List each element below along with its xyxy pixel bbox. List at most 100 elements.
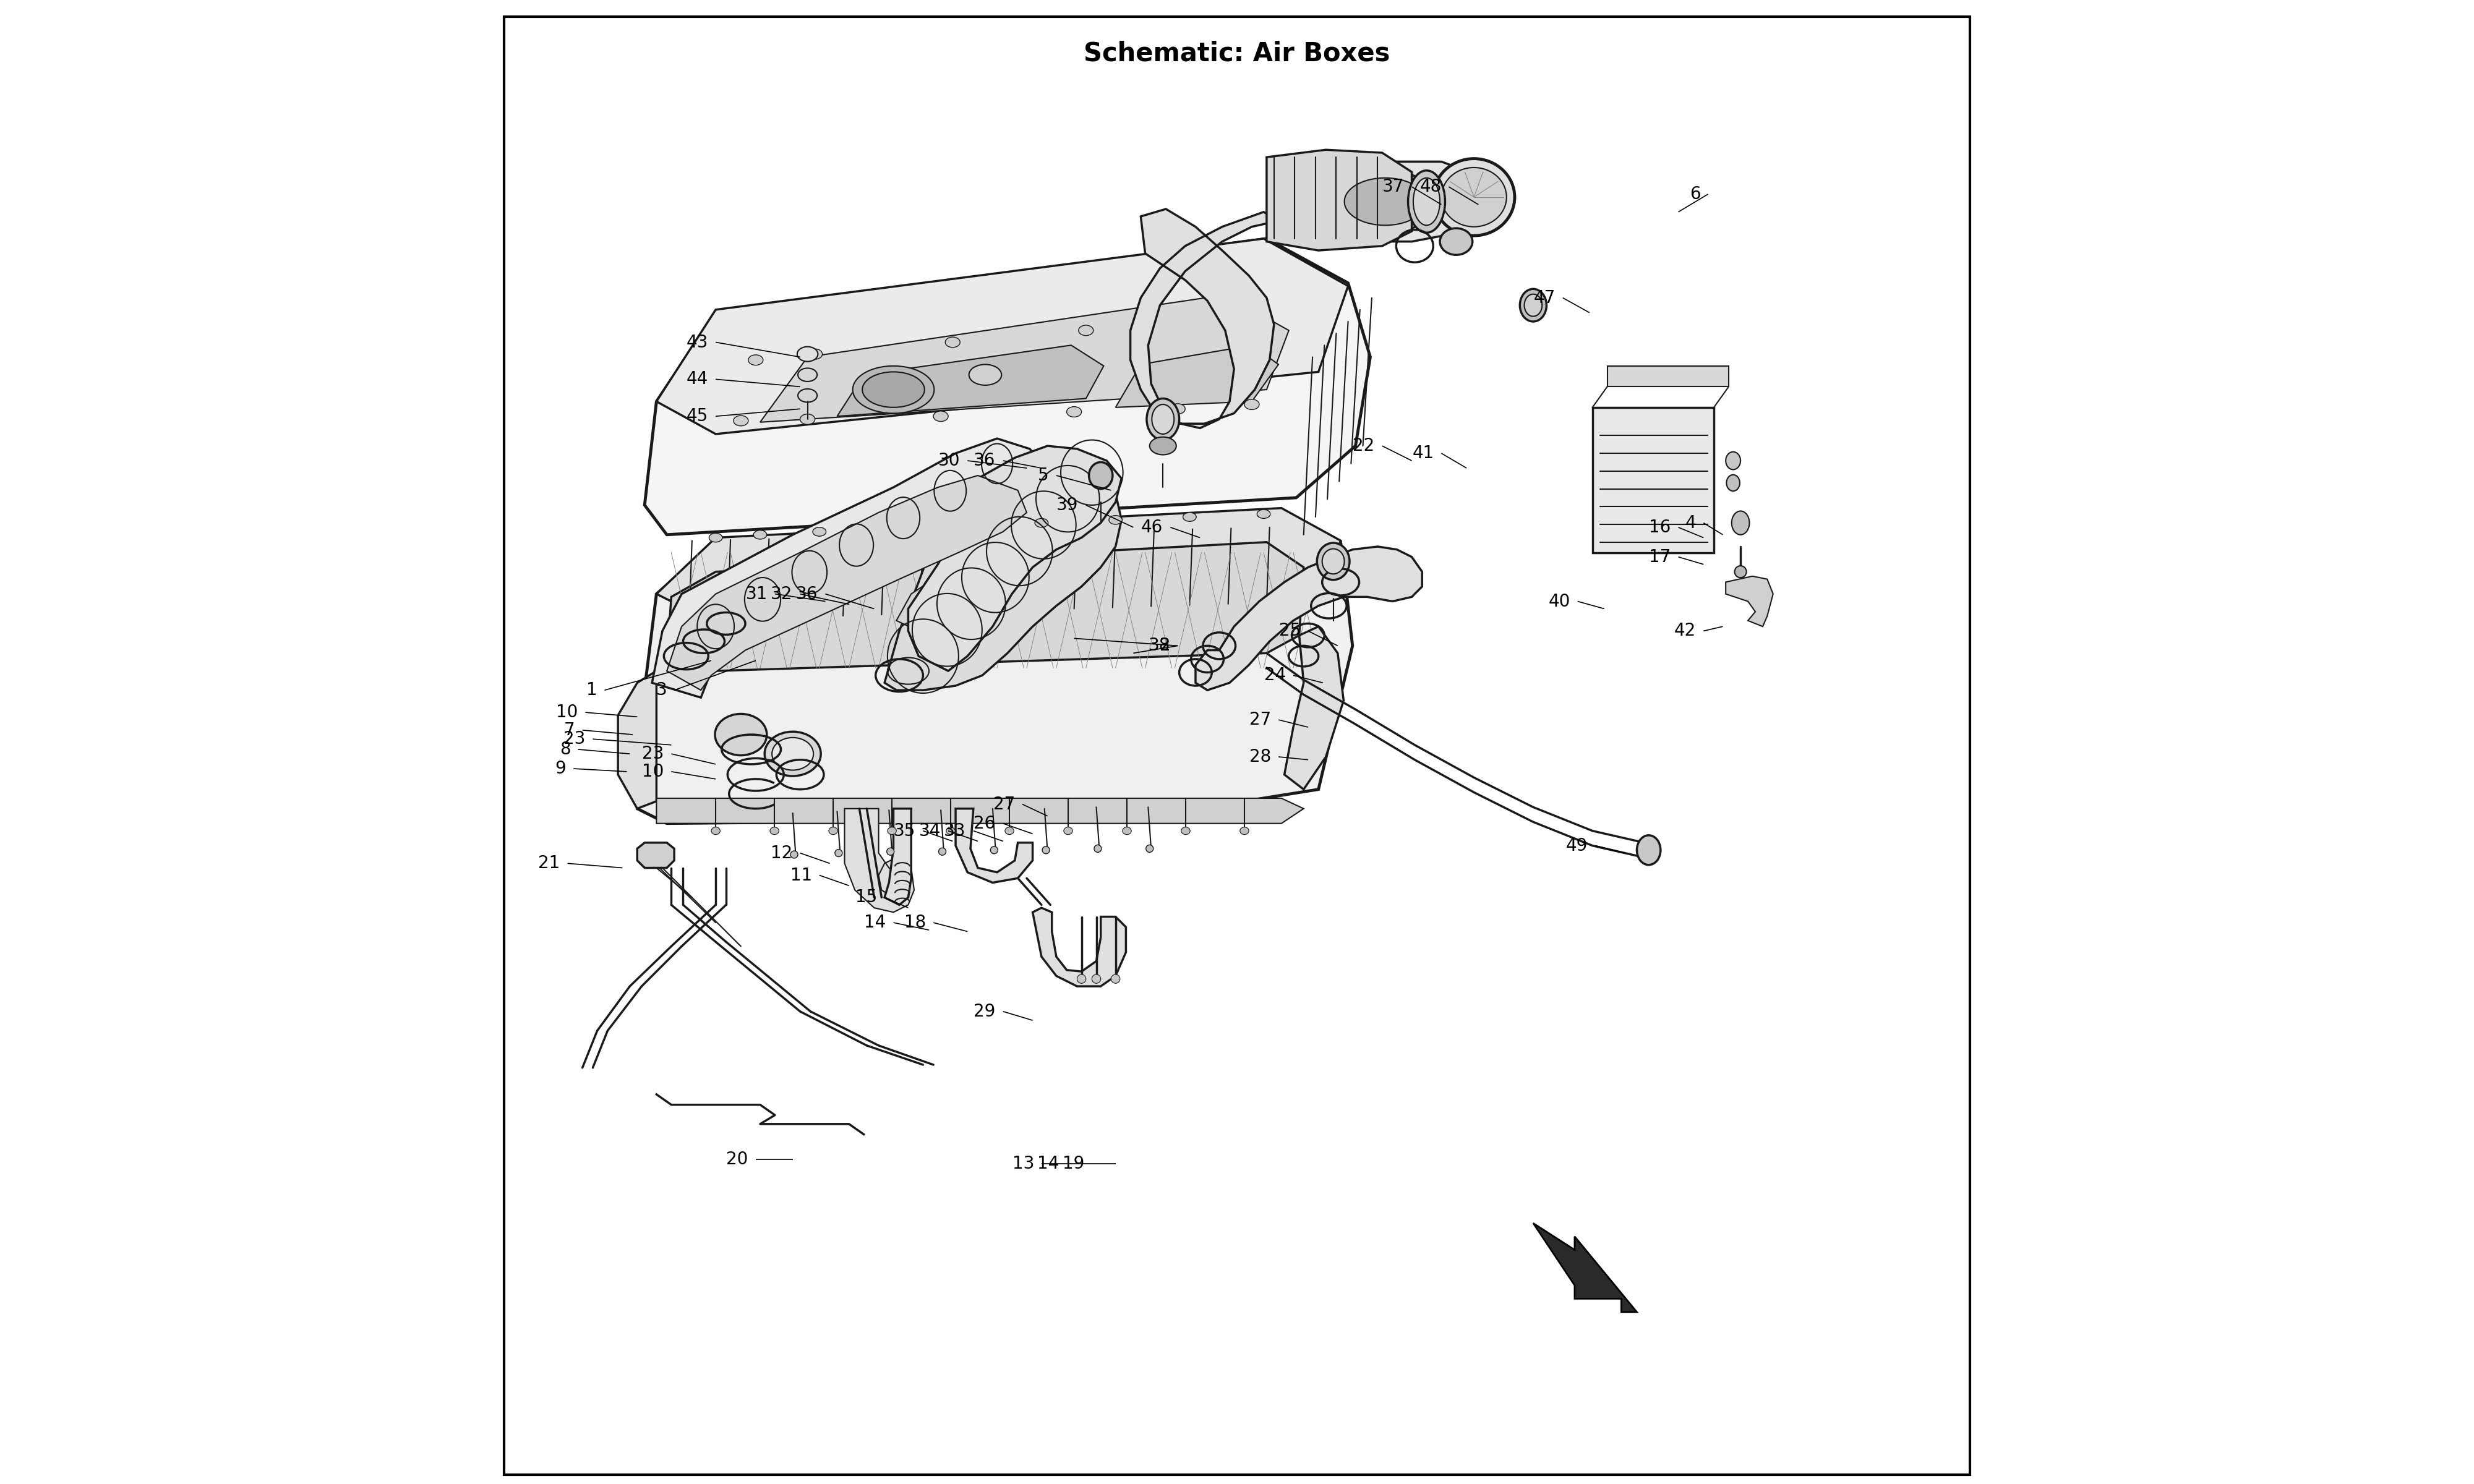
Ellipse shape [1089, 462, 1113, 488]
Text: 46: 46 [1141, 519, 1163, 536]
Text: 43: 43 [685, 334, 708, 350]
Ellipse shape [1004, 827, 1014, 834]
Ellipse shape [1244, 399, 1259, 410]
Ellipse shape [1734, 565, 1747, 577]
Text: 17: 17 [1650, 548, 1670, 565]
Ellipse shape [1732, 510, 1749, 534]
Polygon shape [1131, 209, 1279, 427]
Text: 7: 7 [564, 721, 574, 739]
Text: 42: 42 [1675, 622, 1697, 640]
Ellipse shape [1519, 289, 1546, 322]
Ellipse shape [799, 368, 816, 381]
Text: 30: 30 [938, 453, 960, 469]
Polygon shape [1284, 626, 1343, 789]
Ellipse shape [1034, 518, 1049, 527]
Ellipse shape [1145, 399, 1180, 439]
Polygon shape [1032, 908, 1126, 987]
Ellipse shape [1316, 543, 1348, 580]
Text: 8: 8 [559, 741, 571, 758]
Ellipse shape [1183, 512, 1197, 521]
Ellipse shape [1145, 844, 1153, 852]
Ellipse shape [1091, 975, 1101, 984]
Text: 14: 14 [863, 914, 886, 932]
Ellipse shape [1524, 294, 1541, 316]
Polygon shape [955, 809, 1032, 883]
Text: 1: 1 [586, 681, 596, 699]
Text: 9: 9 [554, 760, 567, 778]
Text: 41: 41 [1413, 445, 1435, 462]
Polygon shape [1534, 1223, 1638, 1312]
Ellipse shape [811, 527, 826, 536]
Text: 11: 11 [789, 867, 811, 884]
Ellipse shape [945, 337, 960, 347]
Polygon shape [886, 809, 910, 905]
Text: 18: 18 [903, 914, 925, 932]
Ellipse shape [1111, 975, 1121, 984]
Ellipse shape [710, 533, 722, 542]
Ellipse shape [1066, 407, 1081, 417]
Text: 24: 24 [1264, 666, 1286, 684]
Polygon shape [908, 445, 1121, 671]
Polygon shape [656, 239, 1348, 433]
Ellipse shape [945, 827, 955, 834]
Polygon shape [896, 579, 967, 631]
Text: 32: 32 [772, 585, 792, 603]
Text: 26: 26 [975, 815, 995, 833]
Ellipse shape [1432, 159, 1514, 236]
Text: 39: 39 [1056, 497, 1079, 513]
Ellipse shape [807, 349, 821, 359]
Ellipse shape [990, 846, 997, 853]
Polygon shape [1116, 346, 1279, 408]
Text: Schematic: Air Boxes: Schematic: Air Boxes [1084, 40, 1390, 67]
Ellipse shape [1042, 846, 1049, 853]
Ellipse shape [1064, 827, 1074, 834]
Text: 25: 25 [1279, 622, 1301, 640]
Ellipse shape [797, 347, 819, 362]
Ellipse shape [886, 847, 893, 855]
Polygon shape [1267, 150, 1413, 251]
Ellipse shape [1638, 835, 1660, 865]
Ellipse shape [1442, 168, 1507, 227]
Text: 23: 23 [641, 745, 663, 763]
Text: 10: 10 [557, 703, 579, 721]
Text: 40: 40 [1549, 592, 1571, 610]
Text: 23: 23 [564, 730, 586, 748]
Text: 10: 10 [641, 763, 663, 781]
Polygon shape [668, 542, 1304, 671]
Ellipse shape [933, 411, 948, 421]
Text: 27: 27 [1249, 711, 1272, 729]
Ellipse shape [1079, 325, 1094, 335]
Ellipse shape [1333, 171, 1437, 233]
Text: 4: 4 [1685, 515, 1697, 531]
Text: 34: 34 [918, 822, 940, 840]
Text: 3: 3 [656, 681, 668, 699]
Ellipse shape [1094, 844, 1101, 852]
Ellipse shape [1076, 975, 1086, 984]
Ellipse shape [1180, 827, 1190, 834]
Bar [1608, 367, 1729, 387]
Text: 47: 47 [1534, 289, 1556, 307]
Polygon shape [844, 809, 915, 913]
Ellipse shape [799, 414, 814, 424]
Text: 38: 38 [1148, 637, 1170, 654]
Bar [1593, 408, 1714, 552]
Text: 45: 45 [685, 408, 708, 424]
Text: 35: 35 [893, 822, 915, 840]
Ellipse shape [1239, 827, 1249, 834]
Ellipse shape [938, 847, 945, 855]
Ellipse shape [755, 530, 767, 539]
Ellipse shape [1170, 404, 1185, 414]
Text: 44: 44 [685, 371, 708, 387]
Polygon shape [836, 346, 1103, 417]
Ellipse shape [1440, 229, 1472, 255]
Text: 49: 49 [1566, 837, 1588, 855]
Text: 33: 33 [945, 822, 965, 840]
Text: 36: 36 [797, 585, 819, 603]
Text: 36: 36 [975, 453, 995, 469]
Ellipse shape [834, 849, 841, 856]
Polygon shape [1195, 546, 1423, 690]
Polygon shape [656, 508, 1341, 623]
Text: 14: 14 [1037, 1156, 1059, 1172]
Polygon shape [638, 512, 1353, 824]
Ellipse shape [710, 827, 720, 834]
